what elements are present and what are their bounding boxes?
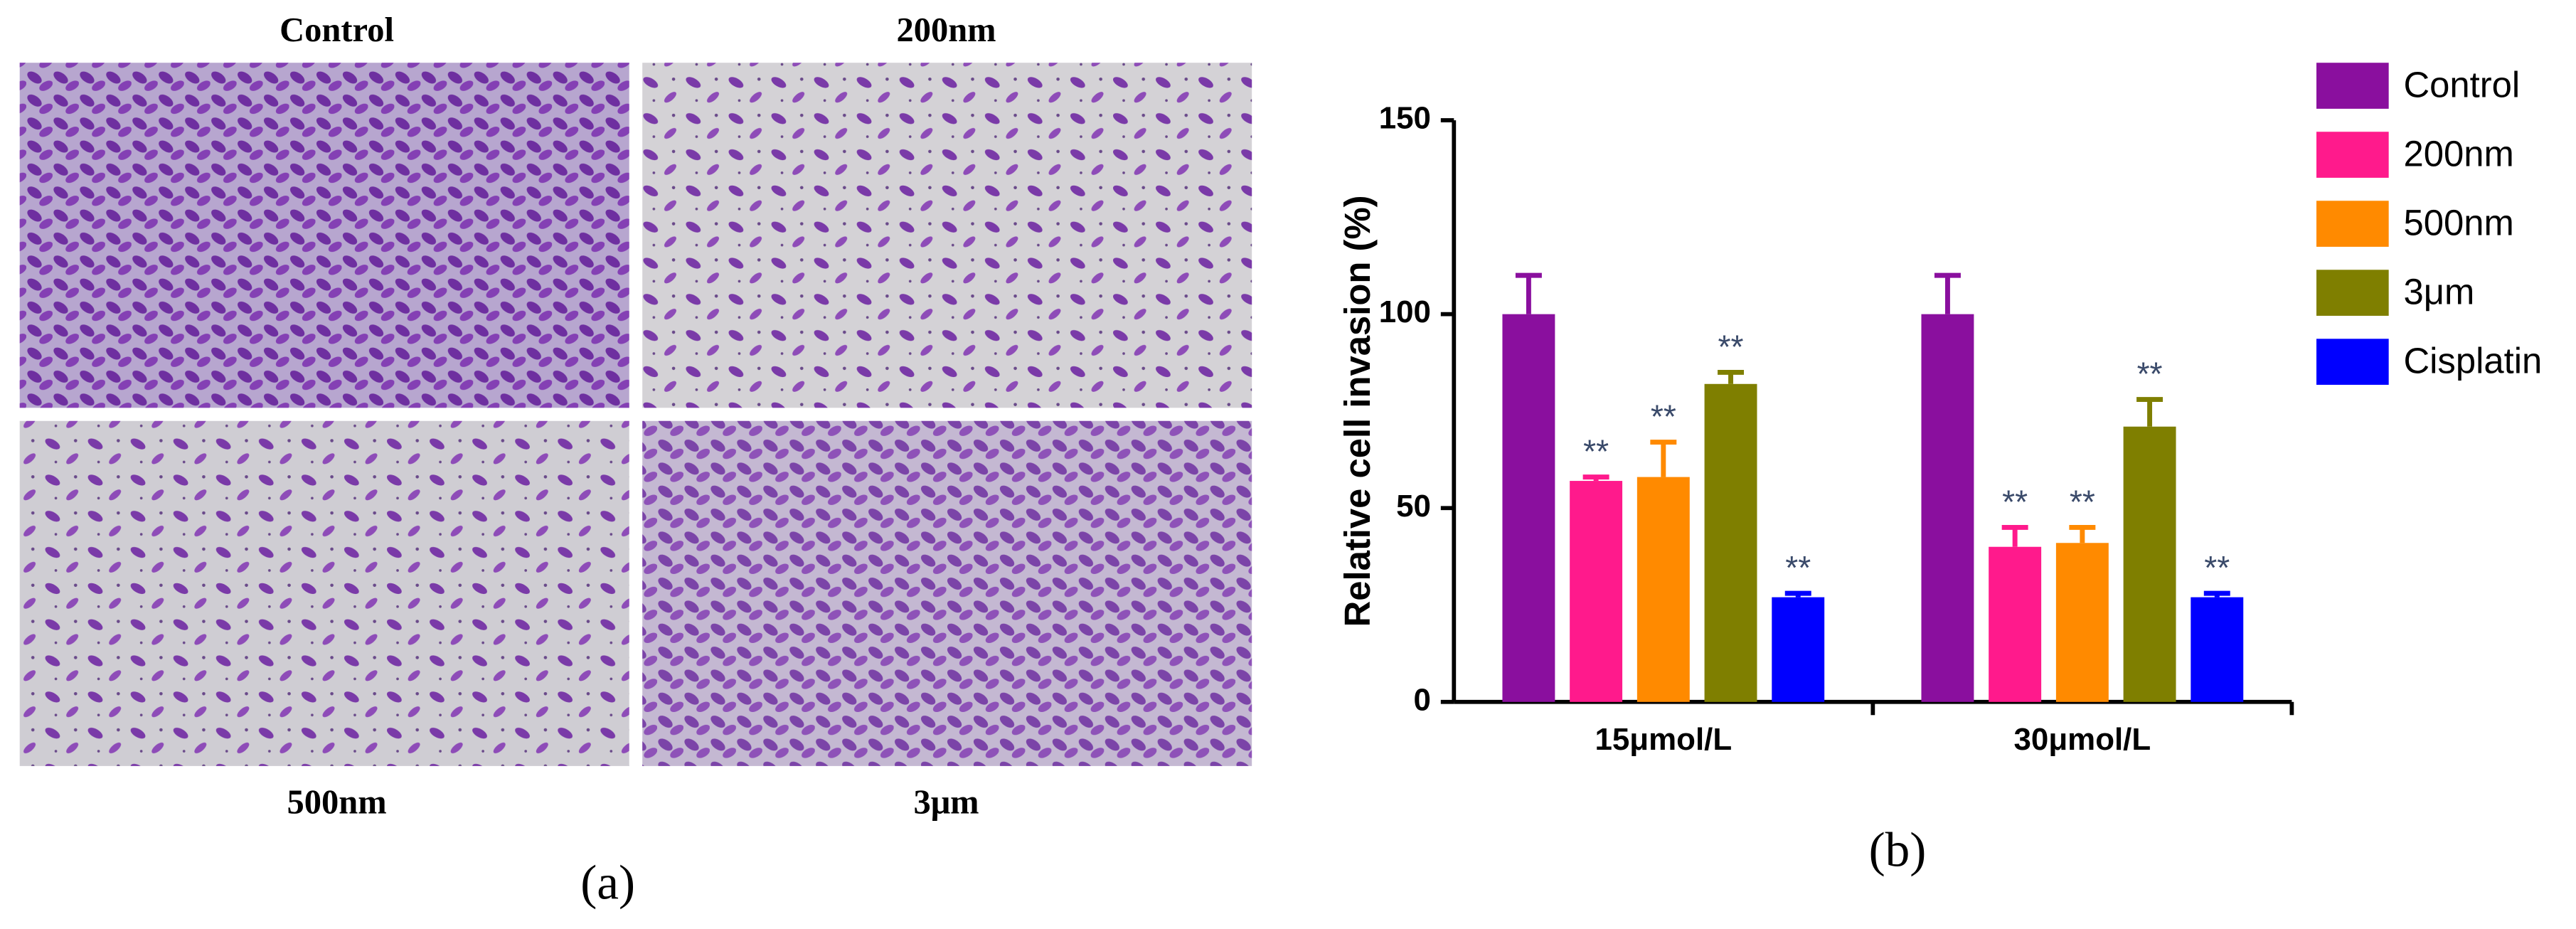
y-tick-label: 150: [1379, 101, 1431, 136]
y-axis-label: Relative cell invasion (%): [1337, 195, 1378, 627]
panel-label: Control: [280, 11, 394, 49]
legend-label: Cisplatin: [2403, 340, 2542, 381]
significance: **: [2002, 483, 2028, 520]
x-tick-label: 15μmol/L: [1595, 722, 1733, 757]
legend-label: 200nm: [2403, 133, 2513, 174]
legend-swatch: [2316, 270, 2389, 316]
significance: **: [2070, 483, 2095, 520]
micrograph-cells: [642, 420, 1252, 766]
x-tick-label: 30μmol/L: [2014, 722, 2151, 757]
bar: [2123, 426, 2176, 702]
micrograph-cells: [642, 63, 1252, 408]
panel-label: 3μm: [913, 783, 979, 821]
y-tick-label: 50: [1396, 489, 1431, 524]
legend-label: Control: [2403, 64, 2520, 105]
significance: **: [1583, 432, 1609, 469]
panel-label: 200nm: [896, 11, 996, 49]
y-tick-label: 0: [1414, 682, 1431, 717]
micrographs: [19, 63, 1252, 766]
y-tick-label: 100: [1379, 294, 1431, 329]
bar: [2191, 597, 2244, 702]
legend-label: 500nm: [2403, 202, 2513, 243]
legend-label: 3μm: [2403, 271, 2474, 312]
bar: [1502, 314, 1555, 702]
bar: [2055, 543, 2109, 702]
bar: [1704, 383, 1757, 702]
significance: **: [1718, 328, 1744, 365]
caption: (a): [580, 855, 635, 910]
legend-swatch: [2316, 63, 2389, 109]
legend-swatch: [2316, 339, 2389, 385]
bar: [1570, 481, 1623, 702]
bar: [1772, 597, 1825, 702]
significance: **: [2204, 549, 2230, 586]
micrograph-cells: [19, 63, 629, 408]
bar: [1921, 314, 1974, 702]
legend-swatch: [2316, 201, 2389, 247]
caption: (b): [1869, 822, 1927, 877]
micrograph-cells: [19, 420, 629, 766]
significance: **: [2137, 355, 2163, 392]
significance: **: [1651, 398, 1676, 435]
panel-label: 500nm: [287, 783, 386, 821]
bar: [1989, 546, 2042, 702]
legend-swatch: [2316, 132, 2389, 178]
bar: [1636, 477, 1690, 702]
significance: **: [1785, 549, 1811, 586]
